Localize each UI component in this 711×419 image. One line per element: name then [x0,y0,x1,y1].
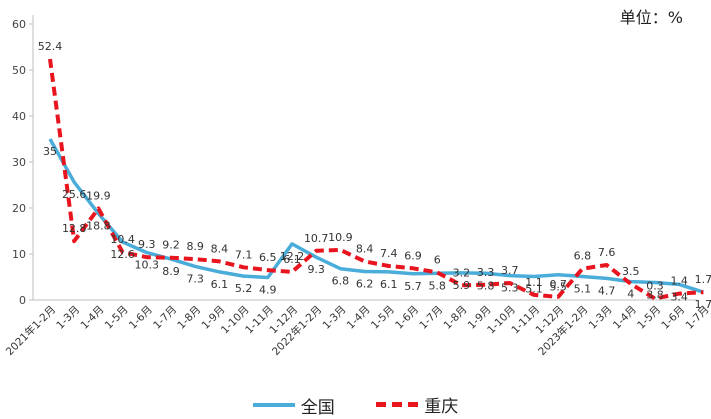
x-tick-label: 1-5月 [103,304,131,332]
data-label: 6 [434,253,441,266]
data-label: 5.2 [235,282,253,295]
chart-legend: 全国 重庆 [0,392,711,418]
data-label: 4.9 [259,283,277,296]
data-label: 0.7 [549,278,567,291]
x-tick-labels: 2021年1-2月1-3月1-4月1-5月1-6月1-7月1-8月1-9月1-1… [3,303,711,358]
x-tick-label: 1-5月 [635,304,663,332]
data-label: 10.3 [135,259,160,272]
data-label: 18.8 [86,220,111,233]
data-label: 6.9 [404,249,422,262]
data-label: 9.3 [307,263,325,276]
data-label: 4 [627,288,634,301]
data-label: 7.6 [598,246,616,259]
data-label: 4.7 [598,284,616,297]
data-label: 6.1 [211,278,229,291]
data-label: 1.4 [670,275,688,288]
data-label: 5.7 [404,280,422,293]
data-label: 25.6 [62,188,87,201]
data-label: 3.7 [501,264,519,277]
x-tick-label: 1-4月 [78,304,106,332]
y-tick-label: 20 [12,202,26,215]
y-tick-label: 40 [12,110,26,123]
data-label: 10.4 [110,233,135,246]
chart-axes: 0 10 20 30 40 50 60 [12,15,697,307]
legend-label-chongqing: 重庆 [424,397,459,417]
data-label: 9.2 [162,239,180,252]
legend-item-chongqing: 重庆 [376,392,458,417]
data-label: 1.1 [525,276,543,289]
data-label: 19.9 [86,189,111,202]
data-label: 7.1 [235,248,253,261]
data-label: 6.1 [380,278,398,291]
data-label: 3.8 [646,289,664,302]
x-tick-label: 2021年1-2月 [3,303,58,358]
x-tick-label: 1-4月 [345,304,373,332]
x-tick-label: 1-6月 [659,304,687,332]
data-label: 10.9 [328,231,353,244]
data-label: 10.7 [304,232,329,245]
data-label: 12.8 [62,222,87,235]
x-tick-label: 1-6月 [127,304,155,332]
x-tick-label: 1-7月 [151,304,179,332]
data-label: 6.1 [283,253,301,266]
data-label: 9.3 [138,238,156,251]
y-tick-label: 0 [19,294,26,307]
x-tick-label: 1-4月 [611,304,639,332]
data-label: 6.8 [574,250,592,263]
x-tick-label: 1-3月 [320,304,348,332]
data-label: 8.9 [162,265,180,278]
chart-lines [48,58,704,301]
x-tick-label: 1-8月 [441,304,469,332]
data-label: 5.9 [453,279,471,292]
data-label: 1.7 [695,273,711,286]
data-label: 3.2 [453,266,471,279]
data-label: 6.5 [259,251,277,264]
data-label: 1.7 [695,298,711,311]
y-tick-label: 60 [12,18,26,31]
unit-label: 单位：% [619,8,683,27]
data-label: 8.4 [211,242,229,255]
x-tick-label: 1-3月 [587,304,615,332]
x-tick-label: 1-8月 [175,304,203,332]
data-label: 12.6 [110,248,135,261]
y-tick-label: 50 [12,64,26,77]
x-tick-label: 1-7月 [417,304,445,332]
data-label: 12.2 [280,250,305,263]
data-label: 52.4 [38,40,63,53]
data-label: 8.9 [186,240,204,253]
x-tick-label: 1-3月 [54,304,82,332]
x-tick-label: 1-6月 [393,304,421,332]
data-label: 6.8 [332,275,350,288]
x-tick-label: 1-5月 [369,304,397,332]
data-label: 5.1 [574,283,592,296]
series-line-1 [48,58,704,301]
y-tick-label: 30 [12,156,26,169]
data-label: 35 [43,145,57,158]
data-label: 5.5 [549,281,567,294]
data-label: 5.8 [428,279,446,292]
data-label: 3.3 [477,266,495,279]
data-label: 5.1 [525,283,543,296]
y-tick-label: 10 [12,248,26,261]
data-label: 3.4 [670,290,688,303]
data-label: 6.2 [356,277,374,290]
legend-item-national: 全国 [252,393,335,418]
data-label: 8.4 [356,242,374,255]
data-label: 0.3 [646,280,664,293]
legend-swatch-chongqing [376,402,419,407]
legend-swatch-national [252,403,295,407]
data-label: 5.3 [501,282,519,295]
data-label: 5.8 [477,279,495,292]
data-label: 3.5 [622,265,640,278]
data-label: 7.3 [186,272,204,285]
data-label: 7.4 [380,247,398,260]
legend-label-national: 全国 [300,397,335,418]
